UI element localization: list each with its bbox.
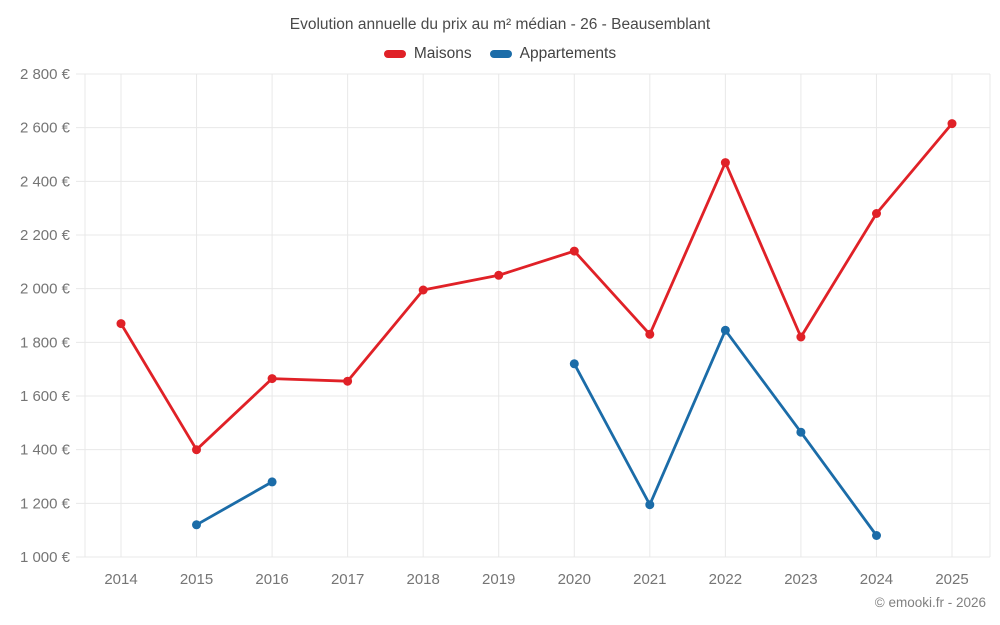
y-axis-tick-label: 2 200 € [20,227,71,244]
data-point-maisons-2020[interactable] [569,246,579,256]
x-axis-tick-label: 2023 [784,571,817,588]
data-point-maisons-2025[interactable] [947,119,957,129]
x-axis-tick-label: 2018 [406,571,439,588]
x-axis-tick-label: 2015 [180,571,213,588]
data-point-maisons-2017[interactable] [343,376,353,386]
data-point-appartements-2022[interactable] [720,325,730,335]
y-axis-tick-label: 1 400 € [20,442,71,459]
x-axis-tick-label: 2017 [331,571,364,588]
series-appartements [192,325,881,540]
legend-label-appartements: Appartements [519,45,617,62]
series-maisons [116,119,957,455]
data-point-maisons-2015[interactable] [192,445,201,455]
x-axis-tick-label: 2021 [633,571,666,588]
data-point-maisons-2018[interactable] [418,285,428,295]
legend-item-appartements[interactable]: Appartements [489,45,617,63]
data-point-appartements-2021[interactable] [645,500,655,510]
data-point-maisons-2023[interactable] [796,332,806,342]
y-axis-tick-label: 1 000 € [20,549,71,566]
gridlines: 1 000 € 1 200 € 1 400 € 1 600 € 1 800 € 2 000… [20,66,991,588]
series-line-appartements [195,328,878,537]
copyright-watermark: © emooki.fr - 2026 [874,595,986,610]
y-axis-tick-label: 2 000 € [20,281,71,298]
x-axis-tick-label: 2019 [482,571,515,588]
data-point-maisons-2024[interactable] [872,209,881,218]
series-line-maisons [119,122,954,452]
y-axis-tick-label: 1 200 € [20,495,71,512]
data-point-maisons-2016[interactable] [267,374,277,384]
legend: Maisons Appartements [0,45,1000,63]
data-point-appartements-2023[interactable] [796,427,806,437]
x-axis-tick-label: 2022 [709,571,742,588]
data-point-appartements-2016[interactable] [267,477,277,487]
data-point-appartements-2020[interactable] [569,359,579,369]
y-axis-tick-label: 1 600 € [20,388,71,405]
data-point-appartements-2015[interactable] [192,520,201,530]
x-axis-tick-label: 2020 [558,571,591,588]
x-axis-tick-label: 2025 [935,571,968,588]
x-axis-tick-label: 2014 [104,571,137,588]
x-axis-tick-label: 2016 [255,571,288,588]
data-point-maisons-2021[interactable] [645,329,655,339]
y-axis-tick-label: 2 600 € [20,120,71,137]
legend-item-maisons[interactable]: Maisons [383,45,472,63]
y-axis-tick-label: 2 400 € [20,173,71,190]
data-point-maisons-2022[interactable] [720,158,730,168]
data-point-maisons-2019[interactable] [494,270,504,280]
y-axis-tick-label: 1 800 € [20,334,71,351]
legend-label-maisons: Maisons [413,45,472,62]
data-point-appartements-2024[interactable] [872,531,881,540]
x-axis-tick-label: 2024 [860,571,893,588]
data-point-maisons-2014[interactable] [116,319,126,329]
legend-swatch-appartements-icon [489,50,512,58]
legend-swatch-maisons-icon [383,50,406,58]
y-axis-tick-label: 2 800 € [20,66,71,83]
chart-title: Evolution annuelle du prix au m² médian … [289,16,711,33]
